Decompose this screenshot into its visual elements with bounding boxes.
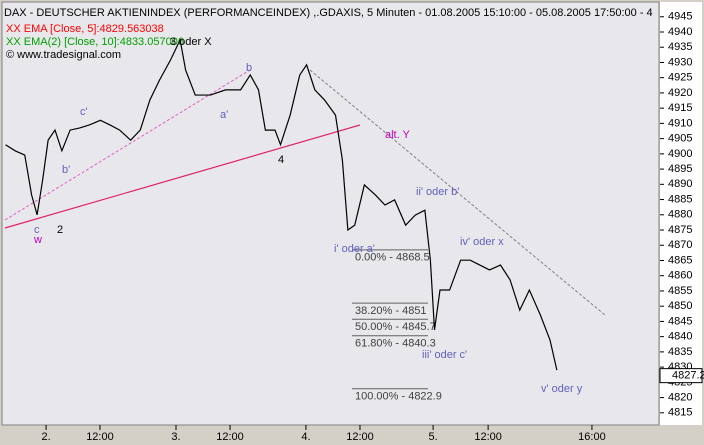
x-tick-label: 12:00 (474, 431, 502, 443)
y-tick-label: 4855 (668, 285, 692, 297)
annotation: iv' oder x (460, 236, 504, 248)
annotation: i' oder a' (334, 243, 375, 255)
trend-line (309, 69, 606, 316)
x-tick-label: 4. (301, 431, 310, 443)
y-tick-label: 4865 (668, 254, 692, 266)
annotation: iii' oder c' (422, 349, 467, 361)
x-tick-label: 12:00 (86, 431, 114, 443)
legend-entry: © www.tradesignal.com (6, 49, 121, 61)
annotation: ii' oder b' (416, 186, 459, 198)
annotation: alt. Y (385, 129, 411, 141)
y-tick-label: 4850 (668, 300, 692, 312)
fib-label: 61.80% - 4840.3 (355, 338, 436, 350)
x-tick-label: 16:00 (578, 431, 606, 443)
y-tick-label: 4945 (668, 11, 692, 23)
y-tick-label: 4940 (668, 26, 692, 38)
y-tick-label: 4875 (668, 224, 692, 236)
fib-label: 38.20% - 4851 (355, 305, 427, 317)
fib-label: 50.00% - 4845.7 (355, 321, 436, 333)
last-value-box (659, 368, 703, 384)
y-tick-label: 4915 (668, 102, 692, 114)
y-tick-label: 4895 (668, 163, 692, 175)
annotation: b (246, 62, 252, 74)
y-tick-label: 4905 (668, 133, 692, 145)
price-line (5, 37, 558, 371)
y-tick-label: 4870 (668, 239, 692, 251)
plot-area (1, 1, 660, 426)
annotation: v' oder y (541, 383, 583, 395)
trend-line (4, 124, 361, 229)
x-tick-label: 3. (171, 431, 180, 443)
y-tick-label: 4820 (668, 391, 692, 403)
fib-label: 100.00% - 4822.9 (355, 391, 442, 403)
annotation: c (34, 224, 40, 236)
y-tick-label: 4910 (668, 117, 692, 129)
trend-line (4, 69, 251, 221)
annotation: a' (220, 109, 228, 121)
x-tick-label: 2. (41, 431, 50, 443)
y-tick-label: 4930 (668, 56, 692, 68)
y-tick-label: 4835 (668, 346, 692, 358)
chart-title: DAX - DEUTSCHER AKTIENINDEX (PERFORMANCE… (4, 7, 653, 19)
y-tick-label: 4880 (668, 209, 692, 221)
y-axis-area (660, 2, 702, 425)
annotation: c' (80, 106, 88, 118)
y-tick-label: 4845 (668, 315, 692, 327)
y-tick-label: 4815 (668, 407, 692, 419)
y-tick-label: 4840 (668, 331, 692, 343)
y-tick-label: 4920 (668, 87, 692, 99)
x-tick-label: 12:00 (346, 431, 374, 443)
annotation: 3 oder X (170, 36, 212, 48)
annotation: b' (62, 164, 70, 176)
annotation: 2 (57, 224, 63, 236)
y-tick-label: 4925 (668, 72, 692, 84)
annotation: 4 (278, 154, 284, 166)
y-tick-label: 4900 (668, 148, 692, 160)
y-tick-label: 4935 (668, 41, 692, 53)
y-tick-label: 4890 (668, 178, 692, 190)
x-tick-label: 12:00 (216, 431, 244, 443)
legend-entry: XX EMA [Close, 5]:4829.563038 (6, 23, 164, 35)
x-tick-label: 5. (429, 431, 438, 443)
legend-entry: XX EMA(2) [Close, 10]:4833.057006 (6, 36, 184, 48)
annotation: w (33, 234, 42, 246)
y-tick-label: 4860 (668, 270, 692, 282)
last-value-label: 4827.2 (672, 370, 704, 382)
y-tick-label: 4885 (668, 193, 692, 205)
fib-label: 0.00% - 4868.5 (355, 252, 430, 264)
